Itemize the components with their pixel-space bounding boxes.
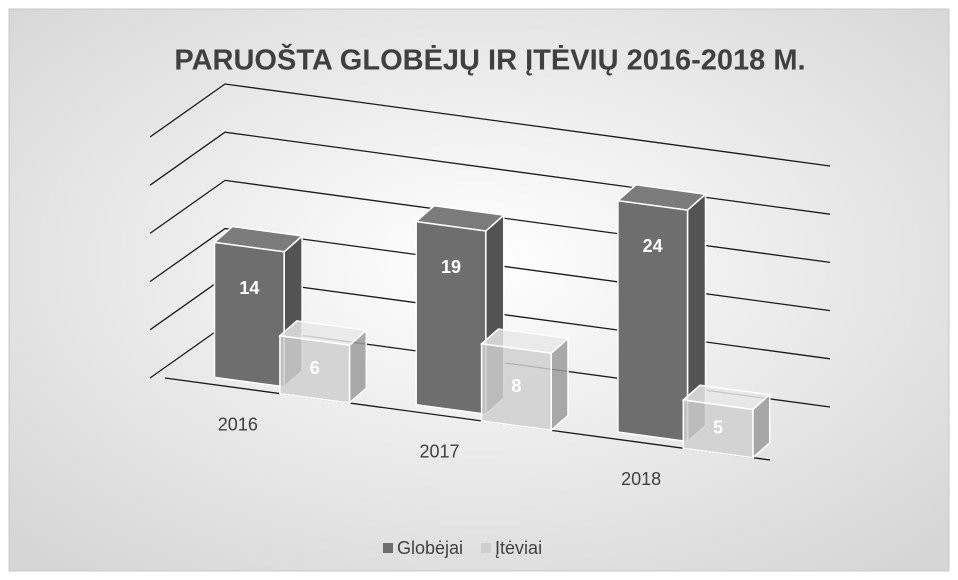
bar-front — [617, 199, 689, 443]
bar-front — [682, 399, 754, 459]
data-label: 8 — [511, 376, 521, 396]
bar-front — [415, 220, 487, 415]
x-axis-line — [164, 377, 771, 461]
chart-title: PARUOŠTA GLOBĖJŲ IR ĮTĖVIŲ 2016-2018 M. — [174, 43, 805, 77]
bar — [681, 384, 772, 460]
legend-label: Įtėviai — [495, 538, 542, 558]
bar — [278, 320, 369, 405]
bar — [414, 204, 506, 416]
grid-line — [149, 131, 831, 215]
grid-line — [149, 83, 831, 167]
legend-label: Globėjai — [397, 538, 463, 558]
data-label: 14 — [239, 278, 259, 298]
x-tick-label: 2016 — [218, 414, 258, 434]
bar-front — [279, 334, 351, 404]
bar — [616, 184, 708, 444]
x-tick-label: 2018 — [621, 469, 661, 489]
legend-swatch — [481, 543, 492, 553]
legend-swatch — [383, 543, 393, 553]
bar-front — [480, 342, 552, 432]
data-label: 19 — [441, 257, 461, 277]
bar-front — [213, 241, 285, 388]
x-tick-label: 2017 — [419, 442, 459, 462]
data-label: 5 — [713, 418, 723, 438]
data-label: 6 — [310, 358, 320, 378]
bar-side — [550, 336, 569, 432]
bar — [479, 328, 570, 432]
data-label: 24 — [643, 236, 663, 256]
